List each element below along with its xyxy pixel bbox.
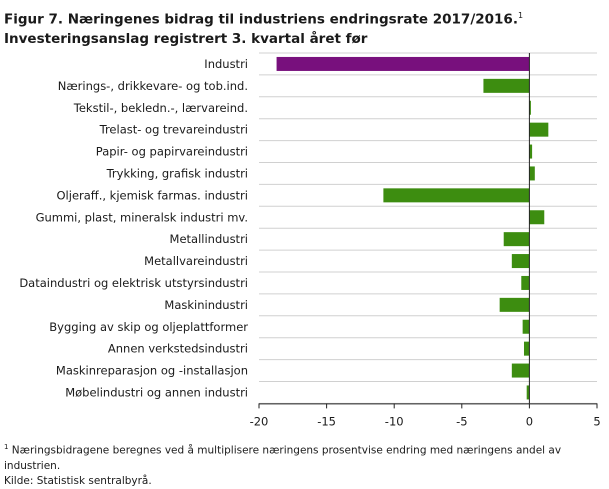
footnote-text: 1 Næringsbidragene beregnes ved å multip…	[4, 440, 604, 474]
chart-title: Figur 7. Næringenes bidrag til industrie…	[4, 6, 604, 49]
category-label: Oljeraff., kjemisk farmas. industri	[57, 188, 249, 202]
category-label: Bygging av skip og oljeplattformer	[49, 320, 248, 334]
bar	[529, 210, 545, 225]
bar	[529, 122, 549, 137]
footnote-body: Næringsbidragene beregnes ved å multipli…	[4, 444, 562, 472]
bar	[523, 341, 530, 356]
bar	[503, 232, 530, 247]
bar	[383, 188, 530, 203]
bar	[522, 319, 530, 334]
bar	[483, 78, 530, 93]
bar	[526, 385, 530, 400]
chart-footnotes: 1 Næringsbidragene beregnes ved å multip…	[4, 440, 604, 489]
source-text: Kilde: Statistisk sentralbyrå.	[4, 474, 152, 487]
category-label: Annen verkstedsindustri	[108, 342, 248, 356]
category-label: Papir- og papirvareindustri	[96, 145, 248, 159]
category-label: Trykking, grafisk industri	[106, 166, 248, 180]
category-label: Maskinindustri	[164, 298, 248, 312]
category-label: Møbelindustri og annen industri	[65, 385, 248, 399]
category-label: Industri	[204, 57, 248, 71]
category-label: Metallvareindustri	[144, 254, 248, 268]
bar	[529, 144, 533, 159]
category-label: Tekstil-, bekledn.-, lærvareind.	[73, 101, 248, 115]
category-label: Maskinreparasjon og -installasjon	[56, 364, 248, 378]
x-tick-label: 0	[526, 414, 533, 428]
x-tick-label: -15	[317, 414, 336, 428]
bar	[511, 363, 530, 378]
bar	[511, 254, 530, 269]
bar	[529, 166, 535, 181]
bar-chart: Industri Nærings-, drikkevare- og tob.ind…	[19, 52, 601, 428]
bar	[521, 275, 530, 290]
category-label: Nærings-, drikkevare- og tob.ind.	[58, 79, 248, 93]
title-line-1: Figur 7. Næringenes bidrag til industrie…	[4, 6, 604, 30]
x-tick-label: -10	[385, 414, 404, 428]
bar	[499, 297, 530, 312]
category-label: Dataindustri og elektrisk utstyrsindustr…	[19, 276, 248, 290]
title-footnote-marker: 1	[517, 11, 524, 20]
title-line-1-text: Figur 7. Næringenes bidrag til industrie…	[4, 11, 518, 28]
category-label: Metallindustri	[170, 232, 248, 246]
category-label: Trelast- og trevareindustri	[99, 123, 248, 137]
category-label: Gummi, plast, mineralsk industri mv.	[36, 210, 248, 224]
footnote-marker: 1	[4, 443, 9, 451]
x-tick-label: -5	[456, 414, 467, 428]
bar	[529, 100, 531, 115]
bar	[276, 56, 530, 71]
title-line-2: Investeringsanslag registrert 3. kvartal…	[4, 30, 368, 47]
x-tick-label: -20	[250, 414, 269, 428]
x-tick-label: 5	[593, 414, 600, 428]
